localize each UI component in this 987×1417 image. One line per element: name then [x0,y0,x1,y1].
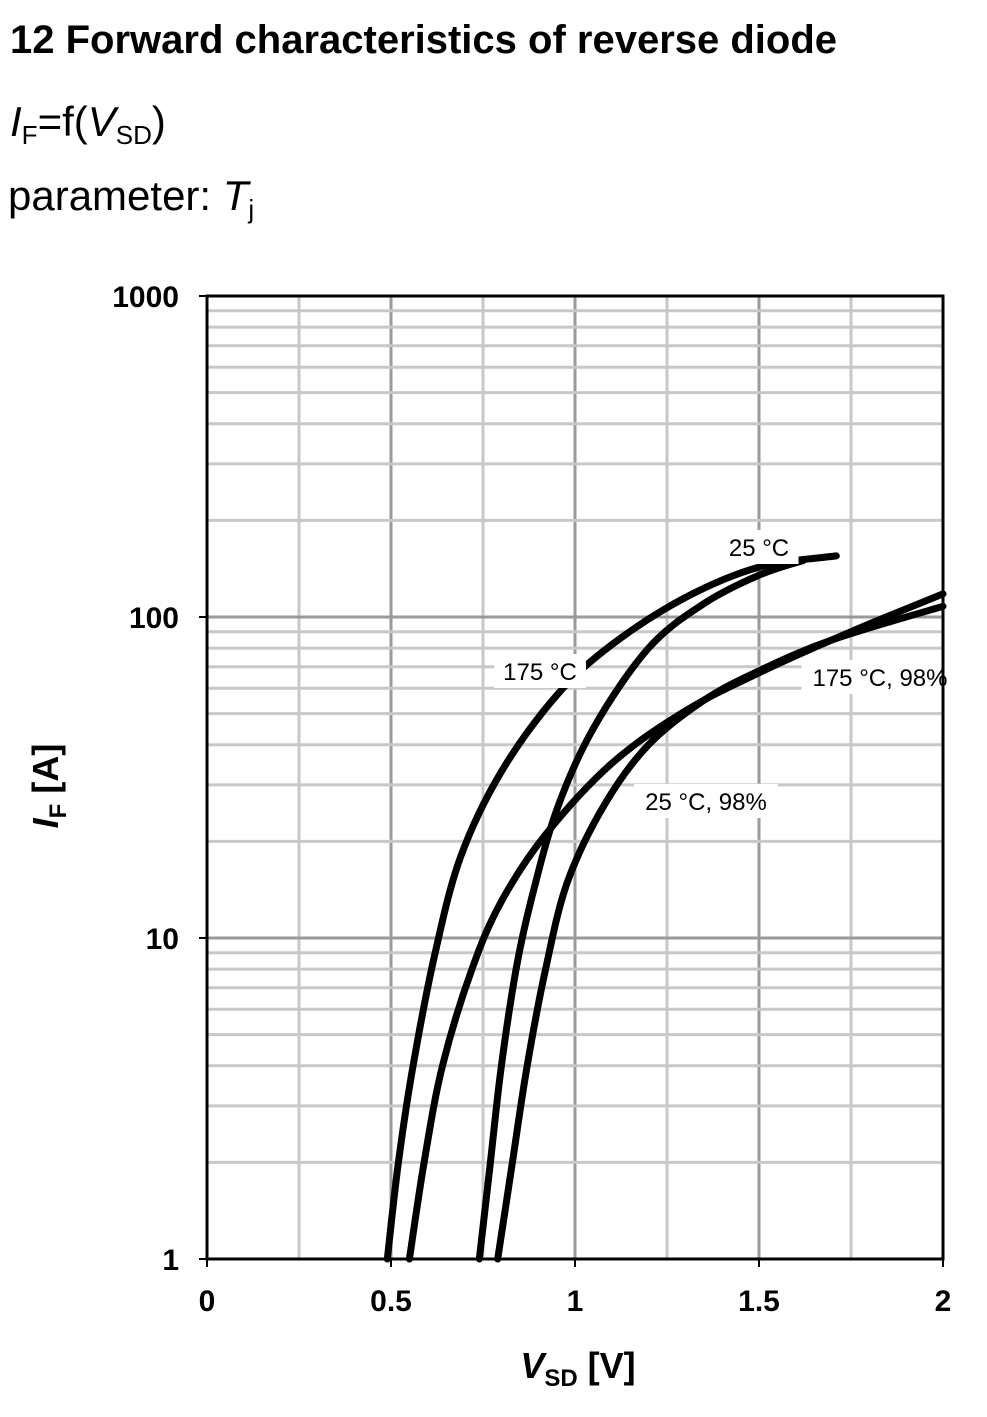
formula-arg-sub: SD [115,120,152,150]
series-line [405,590,947,1263]
chart-formula: IF=f(VSD) [10,98,166,150]
x-tick-label: 2 [935,1285,952,1318]
annotation-background [494,654,586,688]
formula-lhs-sub: F [21,120,38,150]
chart-parameter: parameter: Tj [8,172,254,224]
series-line [383,552,840,1263]
tick-labels: 0 0.5 1 1.5 2 1 10 100 1000 [112,281,951,1318]
x-tick-label: 1.5 [738,1285,780,1318]
annotations: 25 °C 175 °C 25 °C, 98% 175 °C, 98% [494,530,959,818]
formula-middle: =f( [37,98,88,145]
annotation-label: 25 °C, 98% [645,789,767,816]
y-tick-label: 1 [162,1244,179,1277]
parameter-prefix: parameter: [8,172,223,219]
y-axis-title: IF [A] [25,744,72,829]
x-tick-label: 0.5 [370,1285,412,1318]
grid [207,296,943,1259]
annotation-label: 25 °C [729,535,789,562]
y-tick-label: 100 [129,602,179,635]
parameter-symbol: T [222,172,249,219]
series-curves [383,552,947,1263]
plot-frame [205,294,945,1261]
annotation-background [634,784,778,818]
formula-lhs: I [10,98,22,145]
y-tick-label: 1000 [112,281,179,314]
x-tick-label: 0 [199,1285,216,1318]
formula-close: ) [151,98,166,145]
annotation-background [719,530,799,564]
x-tick-label: 1 [567,1285,584,1318]
chart-title: 12 Forward characteristics of reverse di… [10,18,838,62]
parameter-symbol-sub: j [248,194,255,224]
x-axis-title: VSD [V] [520,1345,635,1392]
annotation-background [801,660,959,694]
formula-arg: V [87,98,116,145]
annotation-label: 175 °C, 98% [812,665,947,692]
series-line [475,557,807,1263]
y-tick-label: 10 [146,923,179,956]
annotation-label: 175 °C [503,659,577,686]
